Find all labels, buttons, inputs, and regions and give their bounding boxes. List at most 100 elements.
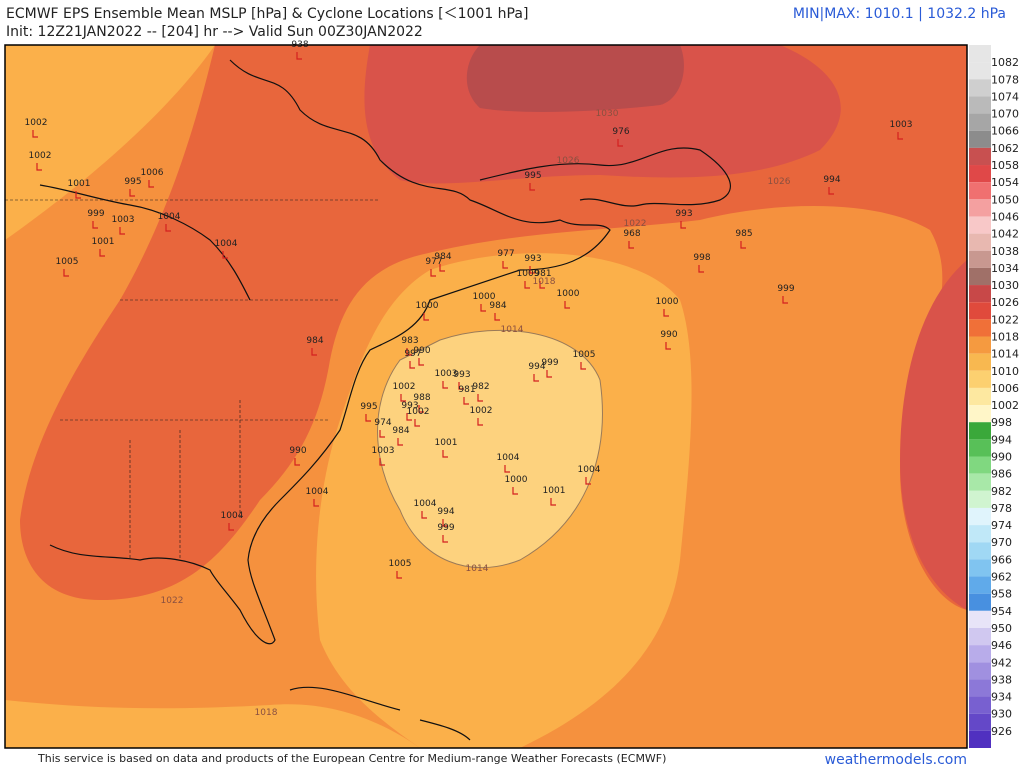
colorbar-label: 938: [991, 673, 1012, 686]
cyclone-pressure: 1003: [372, 446, 395, 456]
colorbar-label: 1070: [991, 108, 1019, 121]
cyclone-marker: [580, 362, 586, 370]
colorbar-swatch: [969, 353, 991, 371]
cyclone-pressure: 999: [541, 358, 558, 368]
colorbar-label: 958: [991, 588, 1012, 601]
colorbar-label: 1074: [991, 90, 1019, 103]
cyclone-pressure: 981: [458, 385, 475, 395]
cyclone-marker: [421, 511, 427, 519]
cyclone-marker: [828, 187, 834, 195]
colorbar-label: 946: [991, 639, 1012, 652]
colorbar-label: 1006: [991, 382, 1019, 395]
colorbar-label: 950: [991, 622, 1012, 635]
cyclone-marker: [533, 374, 539, 382]
cyclone-pressure: 1003: [890, 120, 913, 130]
colorbar-swatch: [969, 96, 991, 114]
cyclone-pressure: 995: [524, 171, 541, 181]
cyclone-pressure: 1000: [505, 475, 528, 485]
cyclone-marker: [665, 342, 671, 350]
cyclone-pressure: 1006: [141, 168, 164, 178]
cyclone-pressure: 1004: [158, 212, 181, 222]
colorbar-label: 1026: [991, 296, 1019, 309]
colorbar: 1082 1078 1074 1070 1066 1062 1058 1054 1050 1046…: [969, 45, 1019, 748]
cyclone-marker: [396, 571, 402, 579]
cyclone-pressure: 999: [437, 523, 454, 533]
colorbar-swatch: [969, 525, 991, 543]
cyclone-marker: [897, 132, 903, 140]
cyclone-pressure: 984: [434, 252, 451, 262]
cyclone-pressure: 985: [735, 229, 752, 239]
cyclone-pressure: 976: [612, 127, 629, 137]
cyclone-marker: [442, 381, 448, 389]
colorbar-label: 990: [991, 451, 1012, 464]
colorbar-swatch: [969, 336, 991, 354]
cyclone-marker: [502, 261, 508, 269]
contour-label: 1014: [501, 325, 524, 335]
cyclone-pressure: 974: [374, 418, 391, 428]
cyclone-pressure: 1001: [543, 486, 566, 496]
min-max: MIN|MAX: 1010.1 | 1032.2 hPa: [793, 6, 1006, 22]
cyclone-pressure: 1001: [68, 179, 91, 189]
map: [5, 45, 967, 748]
cyclone-pressure: 1002: [29, 151, 52, 161]
colorbar-swatch: [969, 662, 991, 680]
colorbar-swatch: [969, 45, 991, 63]
cyclone-pressure: 988: [413, 393, 430, 403]
colorbar-label: 1022: [991, 313, 1019, 326]
colorbar-swatch: [969, 370, 991, 388]
cyclone-pressure: 1003: [112, 215, 135, 225]
cyclone-marker: [165, 224, 171, 232]
cyclone-marker: [458, 382, 464, 390]
colorbar-label: 1030: [991, 279, 1019, 292]
cyclone-marker: [75, 191, 81, 199]
colorbar-swatch: [969, 267, 991, 286]
cyclone-marker: [463, 397, 469, 405]
colorbar-label: 930: [991, 708, 1012, 721]
cyclone-marker: [539, 281, 545, 289]
colorbar-swatch: [969, 62, 991, 80]
cyclone-marker: [529, 266, 535, 274]
cyclone-pressure: 990: [413, 346, 430, 356]
site-link[interactable]: weathermodels.com: [825, 752, 967, 768]
cyclone-marker: [379, 458, 385, 466]
colorbar-swatch: [969, 507, 991, 526]
cyclone-marker: [148, 180, 154, 188]
credit: This service is based on data and produc…: [37, 752, 666, 765]
colorbar-swatch: [969, 387, 991, 406]
cyclone-marker: [698, 265, 704, 273]
cyclone-pressure: 998: [693, 253, 710, 263]
colorbar-label: 1050: [991, 193, 1019, 206]
cyclone-pressure: 1005: [389, 559, 412, 569]
colorbar-swatch: [969, 130, 991, 148]
contour-label: 1026: [557, 156, 580, 166]
cyclone-pressure: 1009: [517, 269, 540, 279]
cyclone-pressure: 999: [87, 209, 104, 219]
cyclone-pressure: 994: [823, 175, 840, 185]
cyclone-pressure: 993: [675, 209, 692, 219]
colorbar-swatch: [969, 422, 991, 440]
cyclone-pressure: 984: [306, 336, 323, 346]
colorbar-swatch: [969, 250, 991, 268]
colorbar-label: 1078: [991, 73, 1019, 86]
cyclone-pressure: 1004: [215, 239, 238, 249]
cyclone-marker: [477, 394, 483, 402]
cyclone-marker: [442, 535, 448, 543]
colorbar-label: 974: [991, 519, 1012, 532]
cyclone-marker: [400, 394, 406, 402]
cyclone-marker: [529, 183, 535, 191]
cyclone-marker: [406, 348, 412, 356]
cyclone-pressure: 994: [528, 362, 545, 372]
init-line: Init: 12Z21JAN2022 -- [204] hr --> Valid…: [6, 24, 423, 40]
colorbar-label: 1002: [991, 399, 1019, 412]
cyclone-marker: [409, 361, 415, 369]
colorbar-label: 978: [991, 502, 1012, 515]
colorbar-swatch: [969, 285, 991, 303]
title: ECMWF EPS Ensemble Mean MSLP [hPa] & Cyc…: [6, 6, 528, 22]
cyclone-pressure: 1004: [578, 465, 601, 475]
cyclone-marker: [504, 465, 510, 473]
cyclone-marker: [546, 370, 552, 378]
contour-label: 1014: [466, 564, 489, 574]
cyclone-marker: [423, 313, 429, 321]
cyclone-marker: [92, 221, 98, 229]
colorbar-swatch: [969, 490, 991, 508]
